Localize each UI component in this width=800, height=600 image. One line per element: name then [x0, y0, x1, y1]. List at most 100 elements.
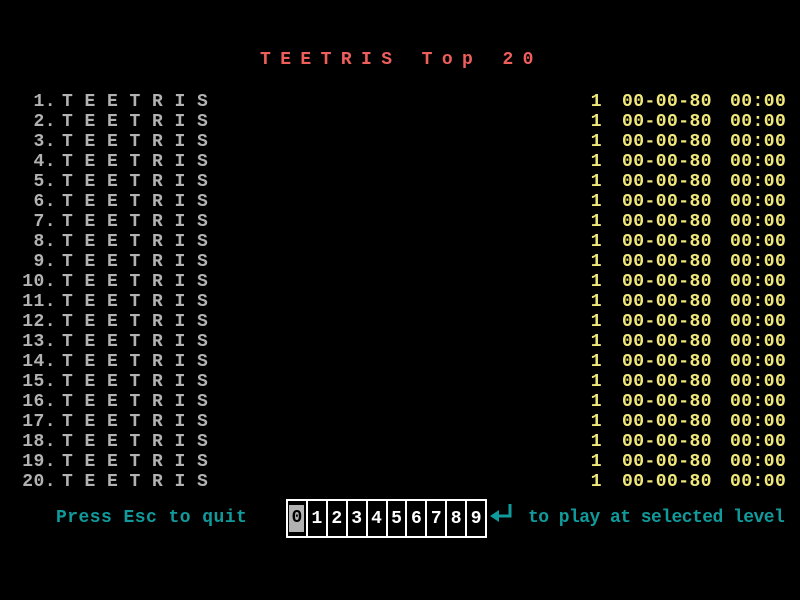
score-name: T E E T R I S: [62, 232, 209, 252]
score-rank: 14.: [22, 352, 56, 372]
score-row: 13. T E E T R I S 1 00-00-80 00:00: [0, 332, 800, 352]
score-name: T E E T R I S: [62, 152, 209, 172]
score-name: T E E T R I S: [62, 132, 209, 152]
score-row: 9. T E E T R I S 1 00-00-80 00:00: [0, 252, 800, 272]
score-name: T E E T R I S: [62, 172, 209, 192]
score-level: 1: [590, 272, 602, 292]
score-row: 17. T E E T R I S 1 00-00-80 00:00: [0, 412, 800, 432]
score-rank: 3.: [33, 132, 56, 152]
level-cell-7[interactable]: 7: [427, 501, 448, 536]
level-selector[interactable]: 0 1 2 3 4 5 6 7 8 9: [286, 499, 487, 538]
level-cell-0[interactable]: 0: [288, 501, 308, 536]
level-digit: 6: [410, 508, 422, 529]
score-name: T E E T R I S: [62, 392, 209, 412]
score-row: 10. T E E T R I S 1 00-00-80 00:00: [0, 272, 800, 292]
score-date: 00-00-80: [622, 432, 713, 452]
score-time: 00:00: [730, 412, 787, 432]
level-digit: 8: [450, 508, 462, 529]
score-level: 1: [590, 352, 602, 372]
score-time: 00:00: [730, 132, 787, 152]
score-name: T E E T R I S: [62, 432, 209, 452]
score-rank: 5.: [33, 172, 56, 192]
score-time: 00:00: [730, 212, 787, 232]
score-row: 19. T E E T R I S 1 00-00-80 00:00: [0, 452, 800, 472]
score-rank: 19.: [22, 452, 56, 472]
score-name: T E E T R I S: [62, 352, 209, 372]
score-level: 1: [590, 252, 602, 272]
score-date: 00-00-80: [622, 212, 713, 232]
level-digit: 5: [391, 508, 402, 529]
score-date: 00-00-80: [622, 192, 713, 212]
score-row: 3. T E E T R I S 1 00-00-80 00:00: [0, 132, 800, 152]
level-digit: 9: [470, 508, 482, 529]
score-time: 00:00: [730, 392, 787, 412]
score-date: 00-00-80: [622, 232, 713, 252]
score-name: T E E T R I S: [62, 372, 209, 392]
score-name: T E E T R I S: [62, 192, 209, 212]
score-level: 1: [590, 172, 602, 192]
score-level: 1: [590, 412, 602, 432]
score-name: T E E T R I S: [62, 252, 209, 272]
level-cell-2[interactable]: 2: [327, 501, 348, 536]
score-level: 1: [590, 192, 602, 212]
page-title: T E E T R I S T o p 2 0: [260, 50, 533, 70]
score-level: 1: [590, 92, 602, 112]
score-date: 00-00-80: [622, 472, 713, 492]
score-time: 00:00: [730, 192, 787, 212]
score-rank: 6.: [33, 192, 56, 212]
score-rank: 8.: [33, 232, 56, 252]
score-level: 1: [590, 212, 602, 232]
level-cell-3[interactable]: 3: [347, 501, 368, 536]
score-name: T E E T R I S: [62, 472, 209, 492]
score-rank: 9.: [33, 252, 56, 272]
level-cell-8[interactable]: 8: [447, 501, 468, 536]
score-date: 00-00-80: [622, 332, 713, 352]
play-hint: to play at selected level: [528, 508, 785, 528]
score-time: 00:00: [730, 252, 787, 272]
score-date: 00-00-80: [622, 412, 713, 432]
score-row: 20. T E E T R I S 1 00-00-80 00:00: [0, 472, 800, 492]
score-level: 1: [590, 432, 602, 452]
level-cell-4[interactable]: 4: [367, 501, 388, 536]
score-row: 11. T E E T R I S 1 00-00-80 00:00: [0, 292, 800, 312]
score-time: 00:00: [730, 472, 787, 492]
score-rank: 2.: [33, 112, 56, 132]
score-row: 4. T E E T R I S 1 00-00-80 00:00: [0, 152, 800, 172]
score-level: 1: [590, 292, 602, 312]
level-digit: 4: [371, 508, 382, 529]
score-level: 1: [590, 472, 602, 492]
score-rank: 17.: [22, 412, 56, 432]
score-date: 00-00-80: [622, 252, 713, 272]
level-cell-9[interactable]: 9: [467, 501, 486, 536]
score-time: 00:00: [730, 332, 787, 352]
score-row: 12. T E E T R I S 1 00-00-80 00:00: [0, 312, 800, 332]
score-row: 6. T E E T R I S 1 00-00-80 00:00: [0, 192, 800, 212]
score-date: 00-00-80: [622, 272, 713, 292]
high-score-table: 1. T E E T R I S 1 00-00-80 00:00 2. T E…: [0, 92, 800, 492]
score-level: 1: [590, 232, 602, 252]
score-level: 1: [590, 152, 602, 172]
score-rank: 7.: [33, 212, 56, 232]
score-level: 1: [590, 372, 602, 392]
score-time: 00:00: [730, 112, 787, 132]
level-cell-6[interactable]: 6: [407, 501, 428, 536]
score-level: 1: [590, 112, 602, 132]
score-row: 18. T E E T R I S 1 00-00-80 00:00: [0, 432, 800, 452]
quit-hint: Press Esc to quit: [56, 508, 248, 528]
score-date: 00-00-80: [622, 152, 713, 172]
level-digit: 7: [430, 508, 442, 529]
level-digit: 0: [289, 505, 305, 532]
score-time: 00:00: [730, 352, 787, 372]
score-level: 1: [590, 132, 602, 152]
score-rank: 11.: [22, 292, 56, 312]
score-name: T E E T R I S: [62, 212, 209, 232]
score-row: 15. T E E T R I S 1 00-00-80 00:00: [0, 372, 800, 392]
score-rank: 20.: [22, 472, 56, 492]
score-row: 14. T E E T R I S 1 00-00-80 00:00: [0, 352, 800, 372]
score-row: 2. T E E T R I S 1 00-00-80 00:00: [0, 112, 800, 132]
level-cell-1[interactable]: 1: [307, 501, 328, 536]
level-cell-5[interactable]: 5: [387, 501, 408, 536]
score-time: 00:00: [730, 232, 787, 252]
score-date: 00-00-80: [622, 392, 713, 412]
